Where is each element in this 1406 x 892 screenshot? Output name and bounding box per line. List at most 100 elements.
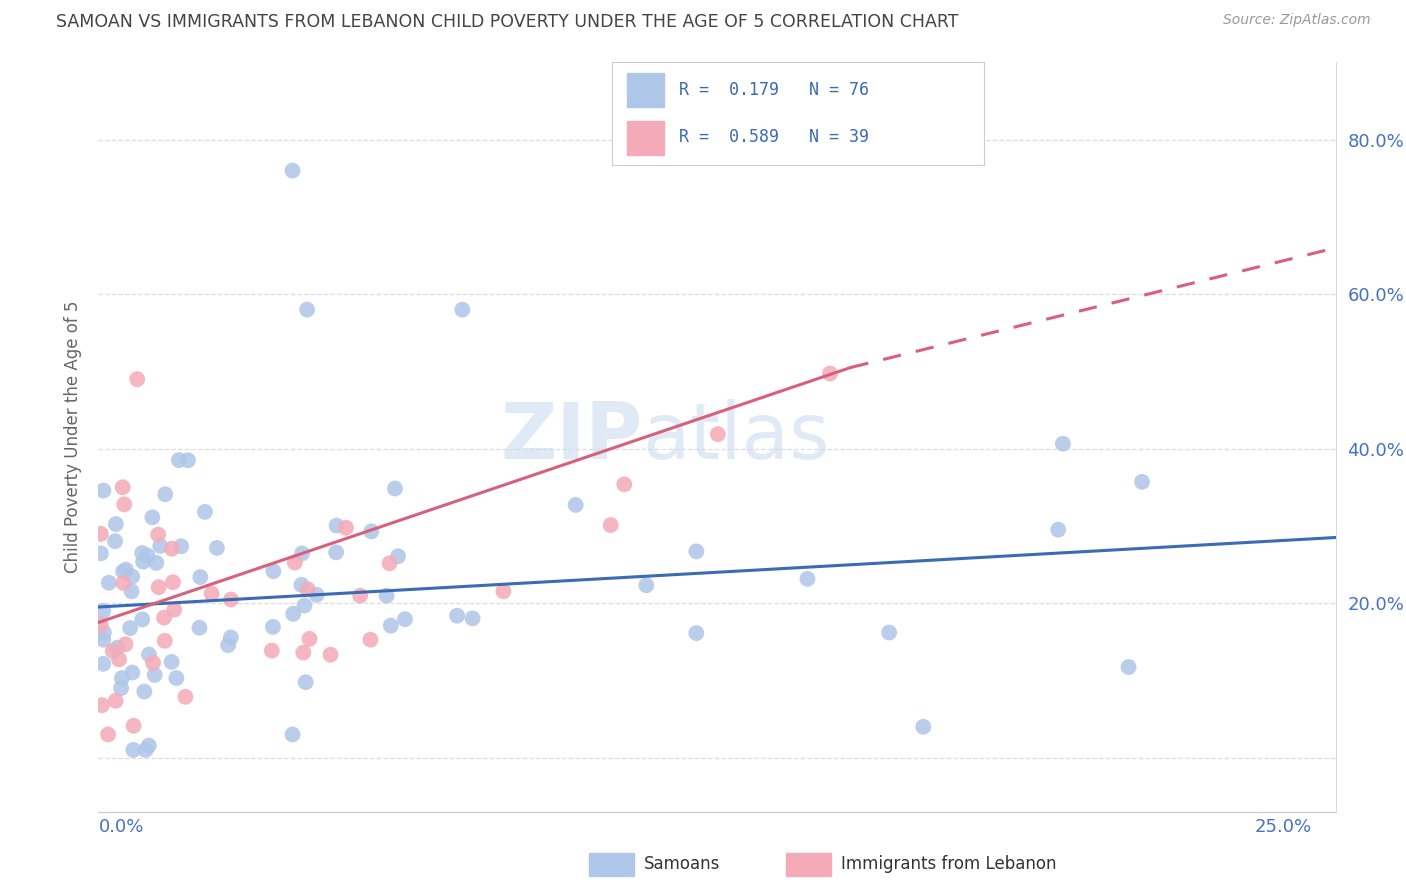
Point xyxy=(121,665,143,680)
Point xyxy=(114,637,136,651)
Point xyxy=(349,589,371,603)
Point xyxy=(283,607,305,621)
Point xyxy=(138,739,160,753)
Text: 0.0%: 0.0% xyxy=(98,818,143,836)
Point xyxy=(636,578,658,592)
Point xyxy=(1130,475,1153,489)
Point xyxy=(325,518,347,533)
Point xyxy=(877,625,900,640)
Text: atlas: atlas xyxy=(643,399,831,475)
Point xyxy=(262,564,284,578)
Point xyxy=(325,545,347,559)
Point xyxy=(219,631,242,645)
Point xyxy=(122,719,145,733)
Point xyxy=(1118,660,1140,674)
Point xyxy=(111,671,134,685)
Bar xyxy=(627,73,664,106)
Point xyxy=(153,610,176,624)
Point xyxy=(188,621,211,635)
Point xyxy=(143,668,166,682)
Text: R =  0.589   N = 39: R = 0.589 N = 39 xyxy=(679,128,869,146)
Point xyxy=(91,604,114,618)
Point xyxy=(294,599,316,613)
Point xyxy=(818,367,841,381)
Point xyxy=(298,632,321,646)
Bar xyxy=(589,853,634,876)
Point xyxy=(134,684,156,698)
Point xyxy=(378,557,401,571)
Point xyxy=(461,611,484,625)
Point xyxy=(194,505,217,519)
Bar xyxy=(786,853,831,876)
Point xyxy=(291,546,314,560)
Point xyxy=(138,648,160,662)
Point xyxy=(141,510,163,524)
Point xyxy=(165,671,187,685)
Point xyxy=(104,516,127,531)
Point xyxy=(112,497,135,511)
Point xyxy=(97,727,120,741)
Point xyxy=(394,612,416,626)
Point xyxy=(707,427,730,442)
Point xyxy=(121,584,143,599)
Point xyxy=(101,644,124,658)
Point xyxy=(188,570,211,584)
Point xyxy=(294,675,316,690)
Point xyxy=(219,592,242,607)
Point xyxy=(167,453,190,467)
Point xyxy=(127,372,149,386)
Text: Source: ZipAtlas.com: Source: ZipAtlas.com xyxy=(1223,13,1371,28)
Point xyxy=(297,582,319,597)
Point xyxy=(149,539,172,553)
Text: R =  0.179   N = 76: R = 0.179 N = 76 xyxy=(679,80,869,99)
Point xyxy=(796,572,818,586)
Point xyxy=(91,632,114,647)
Point xyxy=(217,638,239,652)
Point xyxy=(91,657,114,671)
Point xyxy=(142,656,165,670)
Point xyxy=(163,602,186,616)
Point xyxy=(262,620,284,634)
Point xyxy=(451,302,474,317)
Bar xyxy=(627,121,664,155)
Point xyxy=(148,580,170,594)
Point xyxy=(177,453,200,467)
Point xyxy=(111,480,134,494)
Point xyxy=(93,625,115,640)
Point xyxy=(146,527,169,541)
Point xyxy=(112,565,135,579)
Point xyxy=(685,544,707,558)
Point xyxy=(121,569,143,583)
Point xyxy=(359,632,381,647)
Point xyxy=(1052,436,1074,450)
Text: 25.0%: 25.0% xyxy=(1254,818,1312,836)
Point xyxy=(446,608,468,623)
Text: ZIP: ZIP xyxy=(501,399,643,475)
Point xyxy=(205,541,228,555)
Y-axis label: Child Poverty Under the Age of 5: Child Poverty Under the Age of 5 xyxy=(63,301,82,574)
Point xyxy=(97,575,120,590)
Point xyxy=(292,646,315,660)
Point xyxy=(132,555,155,569)
Point xyxy=(112,576,135,591)
Point xyxy=(281,727,304,741)
Point xyxy=(380,618,402,632)
Point xyxy=(90,546,112,560)
Point xyxy=(375,589,398,603)
Point xyxy=(685,626,707,640)
Point xyxy=(122,743,145,757)
Point xyxy=(120,621,142,635)
Point xyxy=(384,482,406,496)
Point xyxy=(115,563,138,577)
Point xyxy=(135,743,157,757)
Point xyxy=(108,652,131,666)
Point xyxy=(131,546,153,560)
Point xyxy=(131,612,153,626)
Point xyxy=(295,302,318,317)
Text: Immigrants from Lebanon: Immigrants from Lebanon xyxy=(841,855,1056,873)
Point xyxy=(335,521,357,535)
Text: SAMOAN VS IMMIGRANTS FROM LEBANON CHILD POVERTY UNDER THE AGE OF 5 CORRELATION C: SAMOAN VS IMMIGRANTS FROM LEBANON CHILD … xyxy=(56,13,959,31)
Point xyxy=(104,694,127,708)
Point xyxy=(145,556,167,570)
Point xyxy=(281,163,304,178)
